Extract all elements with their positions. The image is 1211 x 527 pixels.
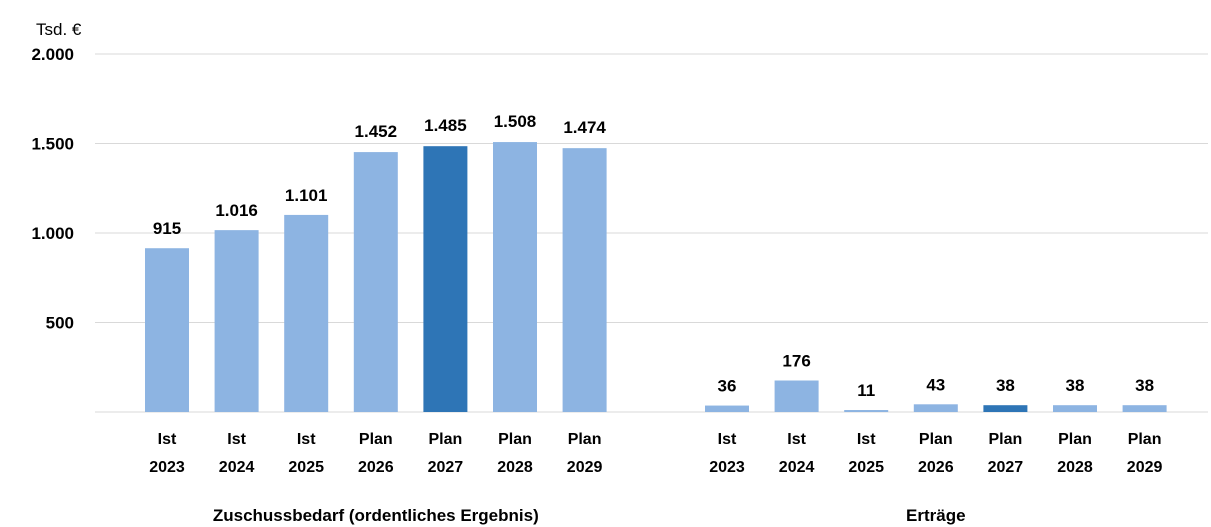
bar (493, 142, 537, 412)
group-labels: Zuschussbedarf (ordentliches Ergebnis) Er… (213, 506, 966, 525)
bar (284, 214, 329, 412)
group-label: Erträge (906, 506, 966, 525)
data-label: 1.016 (215, 201, 258, 220)
category-label: Plan 2027 (428, 431, 464, 476)
y-axis-ticks: 500 1.000 1.500 2.000 (31, 45, 74, 333)
category-label: Ist 2023 (709, 431, 745, 476)
bar (423, 146, 468, 412)
category-label: Plan 2026 (358, 431, 394, 476)
category-label: Plan 2027 (988, 431, 1024, 476)
category-label: Ist 2025 (848, 431, 884, 476)
value-labels: 915 1.016 1.101 1.452 1.485 1.508 1.474 36 176 11… (153, 112, 1154, 400)
data-label: 1.474 (563, 118, 606, 137)
category-labels: Ist 2023 Ist 2024 Ist 2025 Plan 2026 Plan 2027 Pla… (149, 431, 1162, 476)
bar (353, 152, 398, 413)
bars (145, 142, 1167, 413)
bar (774, 380, 819, 412)
gridlines (95, 53, 1208, 413)
data-label: 11 (857, 381, 875, 400)
data-label: 43 (926, 375, 945, 394)
category-label: Plan 2026 (918, 431, 954, 476)
bar (214, 230, 259, 412)
y-tick-label: 1.500 (31, 135, 74, 154)
data-label: 36 (718, 377, 737, 396)
y-tick-label: 2.000 (31, 45, 74, 64)
bar (145, 248, 189, 412)
unit-label: Tsd. € (36, 20, 82, 39)
category-label: Plan 2028 (497, 431, 533, 476)
group-label: Zuschussbedarf (ordentliches Ergebnis) (213, 506, 539, 525)
data-label: 1.508 (494, 112, 537, 131)
data-label: 38 (996, 376, 1015, 395)
category-label: Plan 2029 (567, 431, 603, 476)
category-label: Ist 2024 (219, 431, 255, 476)
data-label: 1.101 (285, 186, 328, 205)
bar (913, 404, 958, 412)
bar (705, 405, 749, 412)
data-label: 1.452 (355, 122, 398, 141)
bar (1122, 405, 1167, 412)
category-label: Ist 2024 (779, 431, 815, 476)
category-label: Ist 2025 (288, 431, 324, 476)
category-label: Ist 2023 (149, 431, 185, 476)
data-label: 1.485 (424, 116, 467, 135)
y-tick-label: 500 (46, 314, 74, 333)
bar (983, 405, 1028, 412)
category-label: Plan 2028 (1057, 431, 1093, 476)
data-label: 176 (782, 351, 810, 370)
data-label: 38 (1135, 376, 1154, 395)
category-label: Plan 2029 (1127, 431, 1163, 476)
bar (844, 410, 889, 412)
bar (1053, 405, 1097, 412)
data-label: 38 (1066, 376, 1085, 395)
y-tick-label: 1.000 (31, 224, 74, 243)
bar (562, 148, 607, 413)
data-label: 915 (153, 219, 181, 238)
